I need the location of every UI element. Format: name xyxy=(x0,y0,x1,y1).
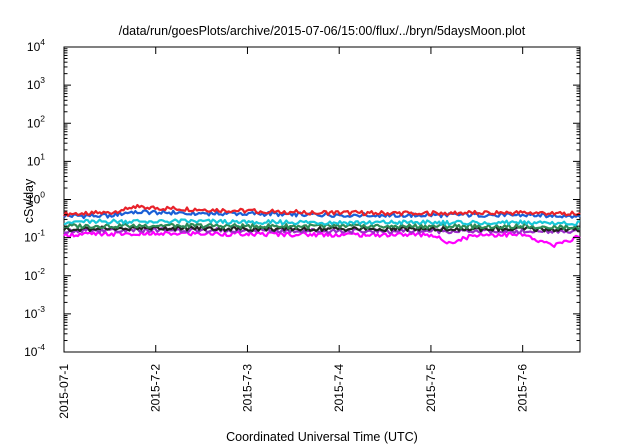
plot-area xyxy=(63,46,581,353)
y-tick-label: 102 xyxy=(27,113,45,130)
y-tick-label: 103 xyxy=(27,75,45,92)
series-layer xyxy=(63,203,581,248)
y-axis-label: cSv/day xyxy=(22,178,36,223)
y-tick-label: 100 xyxy=(27,190,45,207)
y-tick-label: 10-4 xyxy=(24,342,45,359)
x-tick-label: 2015-7-2 xyxy=(149,364,163,412)
y-tick-label: 10-2 xyxy=(24,266,45,283)
x-tick-label: 2015-7-3 xyxy=(240,364,254,412)
series-line xyxy=(63,230,581,248)
x-tick-label: 2015-7-4 xyxy=(332,364,346,412)
series-line xyxy=(63,222,581,230)
y-tick-label: 10-3 xyxy=(24,304,45,321)
x-tick-label: 2015-7-5 xyxy=(424,364,438,412)
y-tick-label: 104 xyxy=(27,37,45,54)
ticks-layer: 10-4 10-3 10-2 10-1 100 101 102 103 104 2015-07-1… xyxy=(24,37,580,419)
x-tick-label: 2015-07-1 xyxy=(57,364,71,419)
x-axis-label: Coordinated Universal Time (UTC) xyxy=(226,430,418,444)
y-tick-label: 101 xyxy=(27,151,45,168)
y-tick-label: 10-1 xyxy=(24,228,45,245)
series-line xyxy=(63,218,581,227)
x-tick-label: 2015-7-6 xyxy=(516,364,530,412)
chart-title: /data/run/goesPlots/archive/2015-07-06/1… xyxy=(119,24,526,38)
series-line xyxy=(63,203,581,217)
